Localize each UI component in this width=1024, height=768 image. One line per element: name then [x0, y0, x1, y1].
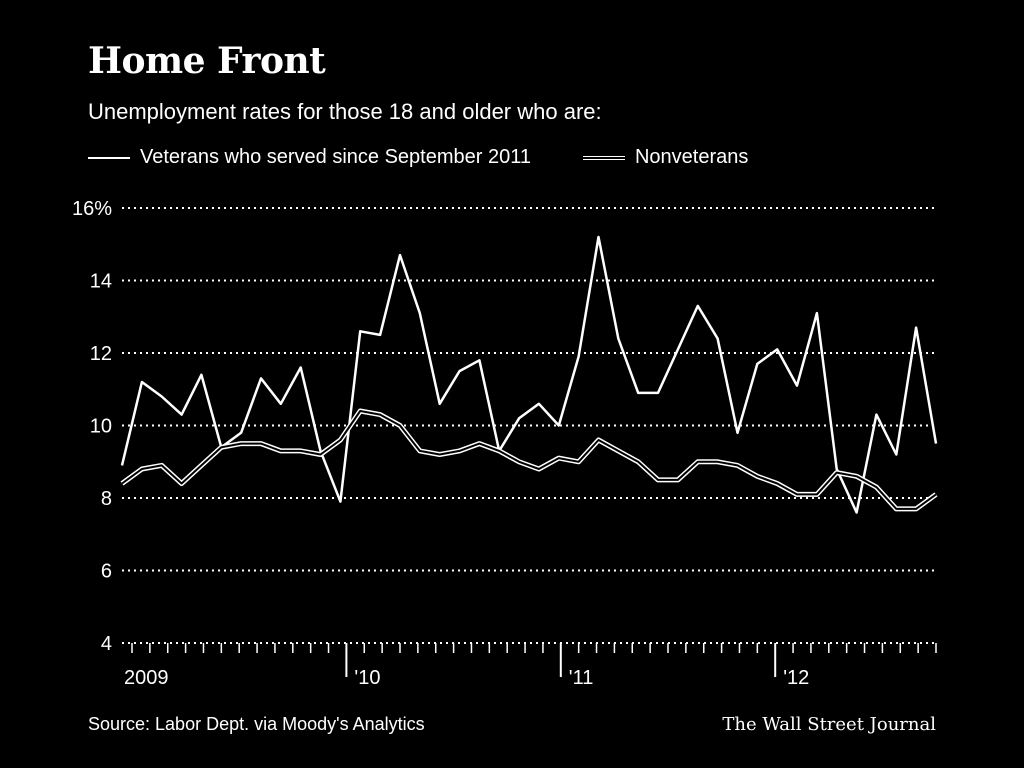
x-year-label: '10 — [354, 667, 380, 689]
legend-label-nonveterans: Nonveterans — [634, 146, 749, 168]
y-tick-label-4: 4 — [101, 633, 112, 655]
x-year-label: '12 — [783, 667, 809, 689]
legend-swatch-nonveterans — [582, 155, 625, 160]
legend: Veterans who served since September 2011… — [88, 146, 800, 169]
series-line-nonveterans-inner — [121, 410, 937, 510]
y-tick-label-6: 6 — [101, 561, 112, 583]
x-year-label: 2009 — [124, 667, 169, 689]
y-tick-label-12: 12 — [90, 343, 112, 365]
legend-item-nonveterans: Nonveterans — [582, 146, 749, 169]
y-tick-label-8: 8 — [101, 488, 112, 510]
legend-item-veterans: Veterans who served since September 2011 — [88, 146, 531, 169]
series-line-veterans — [120, 235, 938, 514]
source-note: Source: Labor Dept. via Moody's Analytic… — [88, 714, 425, 734]
brand-credit: The Wall Street Journal — [722, 714, 936, 735]
y-tick-label-16: 16% — [72, 198, 112, 220]
legend-label-veterans: Veterans who served since September 2011 — [140, 146, 531, 168]
y-tick-label-10: 10 — [90, 416, 112, 438]
chart-subtitle: Unemployment rates for those 18 and olde… — [88, 99, 602, 124]
y-tick-label-14: 14 — [90, 271, 112, 293]
x-year-label: '11 — [569, 667, 594, 689]
legend-swatch-veterans — [88, 156, 130, 159]
chart-title: Home Front — [88, 40, 326, 82]
